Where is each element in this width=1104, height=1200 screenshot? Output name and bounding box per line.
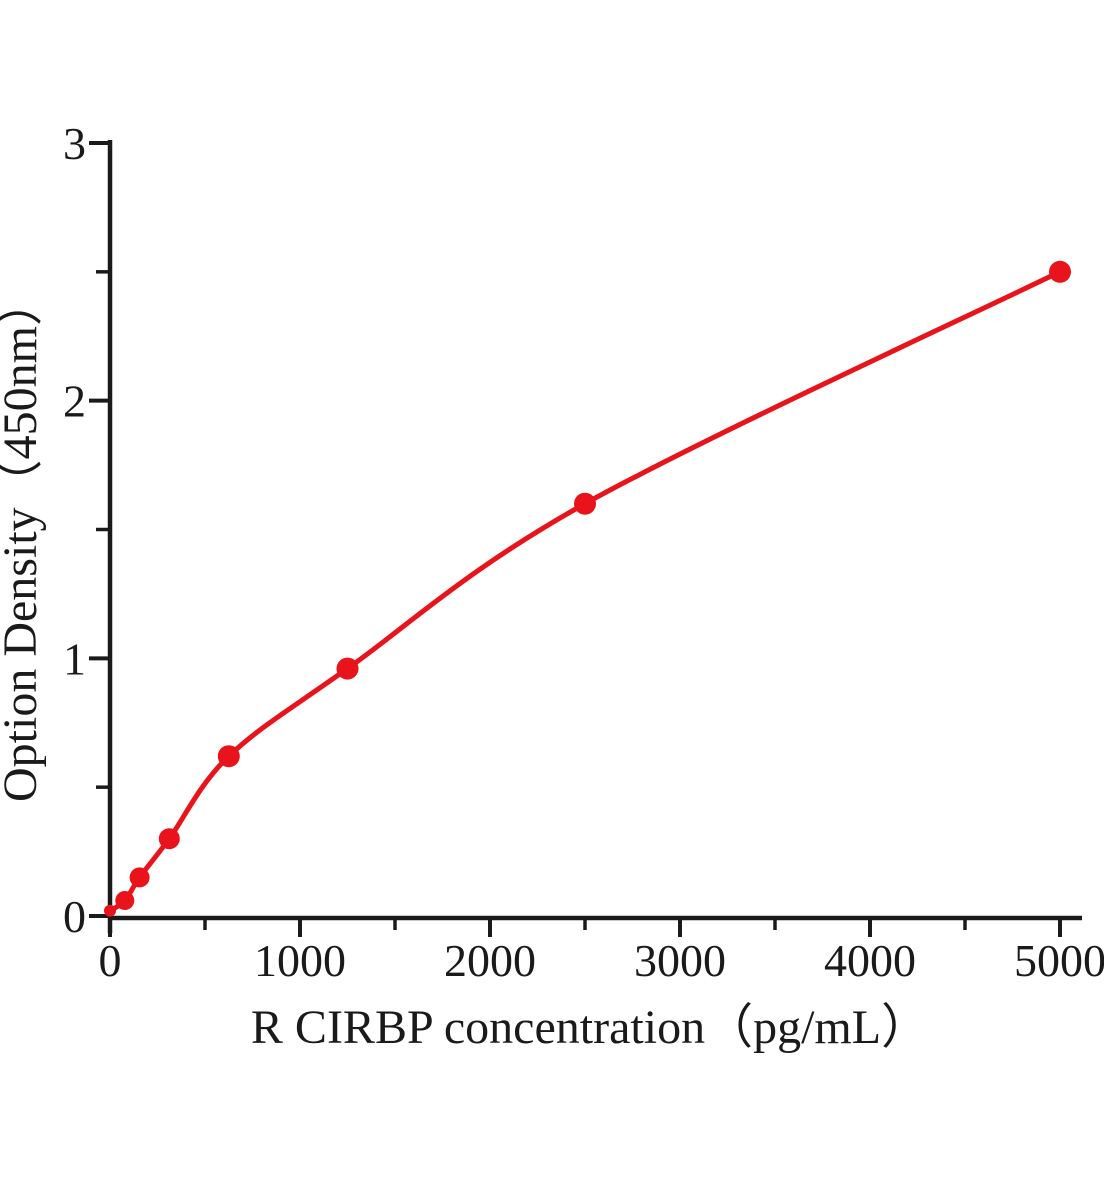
data-point-marker [1049,260,1071,283]
y-axis-title: Option Density（450nm） [0,278,47,802]
y-tick-label: 3 [63,118,86,169]
data-point-marker [129,867,150,888]
data-point-markers [104,260,1071,917]
y-tick-label: 0 [63,891,86,942]
y-tick-label: 1 [63,633,86,684]
data-point-marker [217,745,240,768]
x-tick-label: 3000 [634,935,726,986]
x-axis-title: R CIRBP concentration（pg/mL） [251,1001,929,1054]
x-tick-label: 0 [99,935,122,986]
fit-curve-line [107,269,1063,914]
x-tick-label: 1000 [254,935,346,986]
data-point-marker [104,904,116,917]
data-point-marker [115,891,135,910]
axis-tick-labels: 0 1000 2000 3000 4000 5000 0 1 2 3 [63,118,1104,986]
data-point-marker [158,828,180,850]
data-point-marker [574,492,596,515]
y-tick-label: 2 [63,376,86,427]
axis-ticks [89,141,1062,937]
x-tick-label: 2000 [444,935,536,986]
x-tick-label: 4000 [824,935,916,986]
x-tick-label: 5000 [1014,935,1104,986]
axes [107,140,1082,933]
data-point-marker [336,657,359,680]
